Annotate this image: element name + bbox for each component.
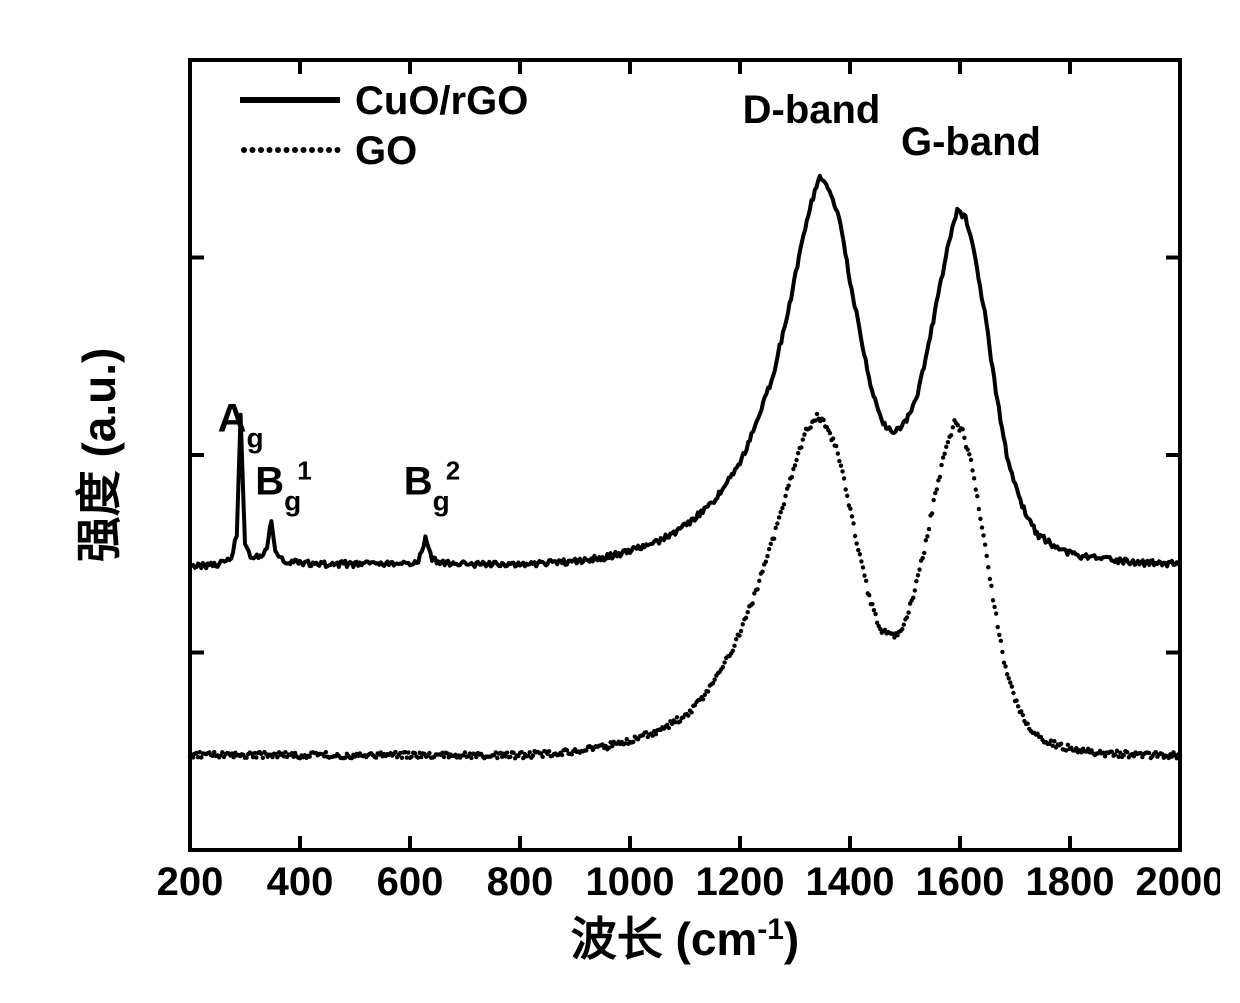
svg-text:200: 200: [157, 860, 224, 904]
svg-text:1400: 1400: [806, 860, 895, 904]
svg-text:1000: 1000: [586, 860, 675, 904]
svg-text:CuO/rGO: CuO/rGO: [355, 79, 528, 123]
svg-text:强度 (a.u.): 强度 (a.u.): [73, 348, 125, 563]
chart-svg: 200 400 600 800 1000 1200 1400 1600 1800 2000 波长 (…: [20, 20, 1220, 983]
svg-text:D-band: D-band: [743, 88, 881, 132]
svg-text:Bg2: Bg2: [404, 456, 460, 517]
svg-text:1800: 1800: [1026, 860, 1115, 904]
svg-text:2000: 2000: [1136, 860, 1220, 904]
svg-text:400: 400: [267, 860, 334, 904]
svg-text:800: 800: [487, 860, 554, 904]
svg-text:1600: 1600: [916, 860, 1005, 904]
svg-text:波长 (cm-1): 波长 (cm-1): [571, 913, 800, 966]
svg-text:GO: GO: [355, 129, 417, 173]
svg-text:600: 600: [377, 860, 444, 904]
svg-text:G-band: G-band: [901, 120, 1041, 164]
raman-spectra-chart: 200 400 600 800 1000 1200 1400 1600 1800 2000 波长 (…: [20, 20, 1220, 983]
svg-text:1200: 1200: [696, 860, 785, 904]
svg-text:Bg1: Bg1: [255, 456, 311, 517]
